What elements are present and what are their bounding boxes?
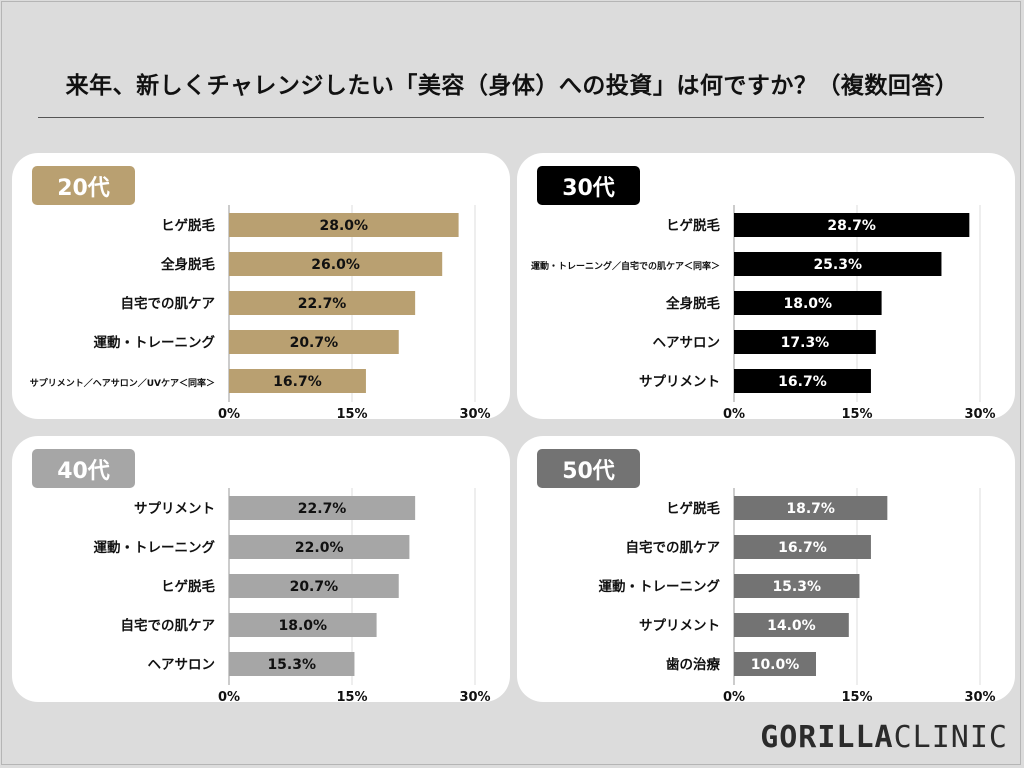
- x-tick-label: 30%: [964, 407, 995, 419]
- x-tick-label: 0%: [723, 690, 745, 702]
- bar: [734, 535, 871, 559]
- category-label: 全身脱毛: [160, 256, 215, 273]
- bar: [734, 213, 970, 237]
- category-label: ヒゲ脱毛: [161, 217, 215, 234]
- bar-value-label: 18.0%: [279, 618, 328, 634]
- chart-panel-20s: 28.0% ヒゲ脱毛 26.0% 全身脱毛 22.7% 自宅での肌ケア 20.7% 運動・トレ…: [12, 153, 510, 419]
- bar: [734, 613, 849, 637]
- bar: [229, 613, 377, 637]
- category-label: サプリメント: [639, 374, 720, 390]
- age-badge: 20代: [32, 166, 135, 205]
- bar: [734, 496, 888, 520]
- category-label: ヘアサロン: [653, 335, 721, 351]
- category-label: 全身脱毛: [665, 295, 720, 312]
- bar-value-label: 18.7%: [786, 501, 835, 517]
- category-label: サプリメント: [134, 501, 215, 517]
- x-tick-label: 30%: [964, 690, 995, 702]
- bar: [734, 252, 942, 276]
- category-label: 自宅での肌ケア: [121, 295, 216, 312]
- bar: [229, 330, 399, 354]
- title-divider: [38, 117, 984, 118]
- bar-value-label: 20.7%: [290, 335, 339, 351]
- x-tick-label: 15%: [336, 690, 367, 702]
- age-badge: 30代: [537, 166, 640, 205]
- category-label: 運動・トレーニング: [94, 539, 216, 556]
- bar-value-label: 16.7%: [273, 374, 322, 390]
- bar: [229, 496, 416, 520]
- category-label: 自宅での肌ケア: [626, 539, 721, 556]
- bar-value-label: 14.0%: [767, 618, 816, 634]
- x-tick-label: 15%: [841, 407, 872, 419]
- bar-value-label: 15.3%: [772, 579, 821, 595]
- brand-logo: GORILLACLINIC: [760, 720, 1008, 760]
- x-tick-label: 0%: [218, 690, 240, 702]
- category-label: ヘアサロン: [148, 657, 216, 673]
- logo-text-light: CLINIC: [893, 720, 1008, 755]
- bar: [734, 652, 816, 676]
- x-tick-label: 15%: [336, 407, 367, 419]
- age-badge: 50代: [537, 449, 640, 488]
- chart-panel-50s: 18.7% ヒゲ脱毛 16.7% 自宅での肌ケア 15.3% 運動・トレーニング 14.0%…: [517, 436, 1015, 702]
- age-badge: 40代: [32, 449, 135, 488]
- bar-value-label: 10.0%: [751, 657, 800, 673]
- category-label: ヒゲ脱毛: [666, 500, 720, 517]
- category-label: サプリメント／ヘアサロン／UVケア＜同率＞: [30, 377, 215, 389]
- x-tick-label: 30%: [459, 407, 490, 419]
- bar: [229, 252, 443, 276]
- bar-value-label: 22.7%: [298, 296, 347, 312]
- bar-value-label: 22.7%: [298, 501, 347, 517]
- bar-chart: 28.7% ヒゲ脱毛 25.3% 運動・トレーニング／自宅での肌ケア＜同率＞ 18.0%…: [531, 205, 996, 419]
- category-label: 運動・トレーニング: [599, 578, 721, 595]
- x-tick-label: 0%: [723, 407, 745, 419]
- bar-value-label: 15.3%: [267, 657, 316, 673]
- category-label: 歯の治療: [666, 656, 720, 673]
- bar: [734, 369, 871, 393]
- bar-value-label: 17.3%: [781, 335, 830, 351]
- bar-chart: 22.7% サプリメント 22.0% 運動・トレーニング 20.7% ヒゲ脱毛 18.0% 自…: [94, 488, 491, 702]
- bar: [734, 574, 860, 598]
- bar-value-label: 22.0%: [295, 540, 344, 556]
- bar-chart: 28.0% ヒゲ脱毛 26.0% 全身脱毛 22.7% 自宅での肌ケア 20.7% 運動・トレ…: [30, 205, 491, 419]
- category-label: 自宅での肌ケア: [121, 617, 216, 634]
- bar-value-label: 16.7%: [778, 374, 827, 390]
- bar: [229, 369, 366, 393]
- category-label: ヒゲ脱毛: [161, 578, 215, 595]
- bar-value-label: 18.0%: [784, 296, 833, 312]
- page-title: 来年、新しくチャレンジしたい「美容（身体）への投資」は何ですか？（複数回答）: [65, 73, 959, 99]
- category-label: 運動・トレーニング: [94, 334, 216, 351]
- bar-value-label: 28.7%: [827, 218, 876, 234]
- chart-panel-40s: 22.7% サプリメント 22.0% 運動・トレーニング 20.7% ヒゲ脱毛 18.0% 自…: [12, 436, 510, 702]
- category-label: サプリメント: [639, 618, 720, 634]
- x-tick-label: 30%: [459, 690, 490, 702]
- bar: [229, 535, 410, 559]
- x-tick-label: 0%: [218, 407, 240, 419]
- bar-value-label: 26.0%: [311, 257, 360, 273]
- bar-value-label: 25.3%: [813, 257, 862, 273]
- bar-value-label: 28.0%: [320, 218, 369, 234]
- bar: [229, 652, 355, 676]
- bar-chart: 18.7% ヒゲ脱毛 16.7% 自宅での肌ケア 15.3% 運動・トレーニング 14.0%…: [599, 488, 996, 702]
- bar-value-label: 16.7%: [778, 540, 827, 556]
- bar: [734, 330, 876, 354]
- category-label: ヒゲ脱毛: [666, 217, 720, 234]
- bar: [734, 291, 882, 315]
- x-tick-label: 15%: [841, 690, 872, 702]
- chart-panel-30s: 28.7% ヒゲ脱毛 25.3% 運動・トレーニング／自宅での肌ケア＜同率＞ 18.0%…: [517, 153, 1015, 419]
- bar: [229, 213, 459, 237]
- logo-text-strong: GORILLA: [760, 720, 894, 755]
- bar: [229, 291, 416, 315]
- category-label: 運動・トレーニング／自宅での肌ケア＜同率＞: [531, 260, 720, 272]
- bar-value-label: 20.7%: [290, 579, 339, 595]
- bar: [229, 574, 399, 598]
